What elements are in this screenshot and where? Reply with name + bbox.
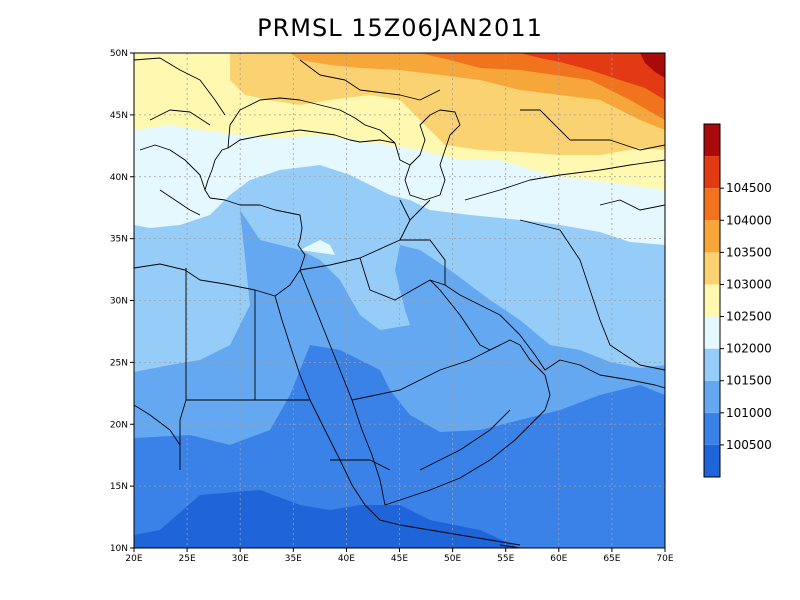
band-gt-104000 (520, 53, 665, 100)
colorbar-label: 104000 (726, 213, 772, 227)
colorbar-swatch (704, 124, 720, 157)
country-borders (134, 57, 665, 548)
colorbar-label: 103500 (726, 245, 772, 259)
colorbar-swatch (704, 380, 720, 413)
lon-tick-label: 40E (338, 554, 355, 564)
colorbar-swatch (704, 156, 720, 189)
lat-tick-label: 40N (110, 173, 128, 183)
colorbar-swatch (704, 252, 720, 285)
colorbar-label: 100500 (726, 438, 772, 452)
colorbar-label: 103000 (726, 277, 772, 291)
colorbar-swatch (704, 444, 720, 477)
graticule (134, 53, 665, 548)
lat-tick-label: 25N (110, 358, 128, 368)
colorbar-swatch (704, 284, 720, 317)
lat-tick-label: 20N (110, 420, 128, 430)
colorbar-swatch (704, 188, 720, 221)
colorbar-label: 104500 (726, 181, 772, 195)
colorbar-frame (703, 123, 721, 478)
colorbar-label: 101500 (726, 374, 772, 388)
lat-tick-label: 30N (110, 297, 128, 307)
band-gt-104500 (640, 53, 665, 78)
colorbar: 100500 101000 101500 102000 102500 103000 1035… (703, 123, 772, 478)
lon-tick-label: 50E (444, 554, 461, 564)
lon-tick-label: 20E (125, 554, 142, 564)
lon-tick-label: 55E (497, 554, 514, 564)
map-title: PRMSL 15Z06JAN2011 (257, 14, 543, 42)
longitude-axis: 20E 25E 30E 35E 40E 45E 50E 55E 60E 65E 70E (125, 548, 674, 564)
latitude-axis: 10N 15N 20N 25N 30N 35N 40N 45N 50N (110, 49, 134, 554)
colorbar-label: 102000 (726, 342, 772, 356)
lon-tick-label: 25E (179, 554, 196, 564)
lon-tick-label: 65E (603, 554, 620, 564)
colorbar-label: 101000 (726, 406, 772, 420)
colorbar-label: 102500 (726, 310, 772, 324)
lon-tick-label: 35E (285, 554, 302, 564)
colorbar-swatch (704, 412, 720, 445)
lon-tick-label: 45E (391, 554, 408, 564)
colorbar-swatch (704, 220, 720, 253)
lon-tick-label: 30E (232, 554, 249, 564)
lat-tick-label: 50N (110, 49, 128, 59)
lat-tick-label: 35N (110, 235, 128, 245)
lat-tick-label: 15N (110, 482, 128, 492)
lat-tick-label: 45N (110, 111, 128, 121)
lon-tick-label: 60E (550, 554, 567, 564)
lat-tick-label: 10N (110, 544, 128, 554)
colorbar-swatch (704, 316, 720, 349)
colorbar-swatch (704, 348, 720, 381)
lon-tick-label: 70E (656, 554, 673, 564)
